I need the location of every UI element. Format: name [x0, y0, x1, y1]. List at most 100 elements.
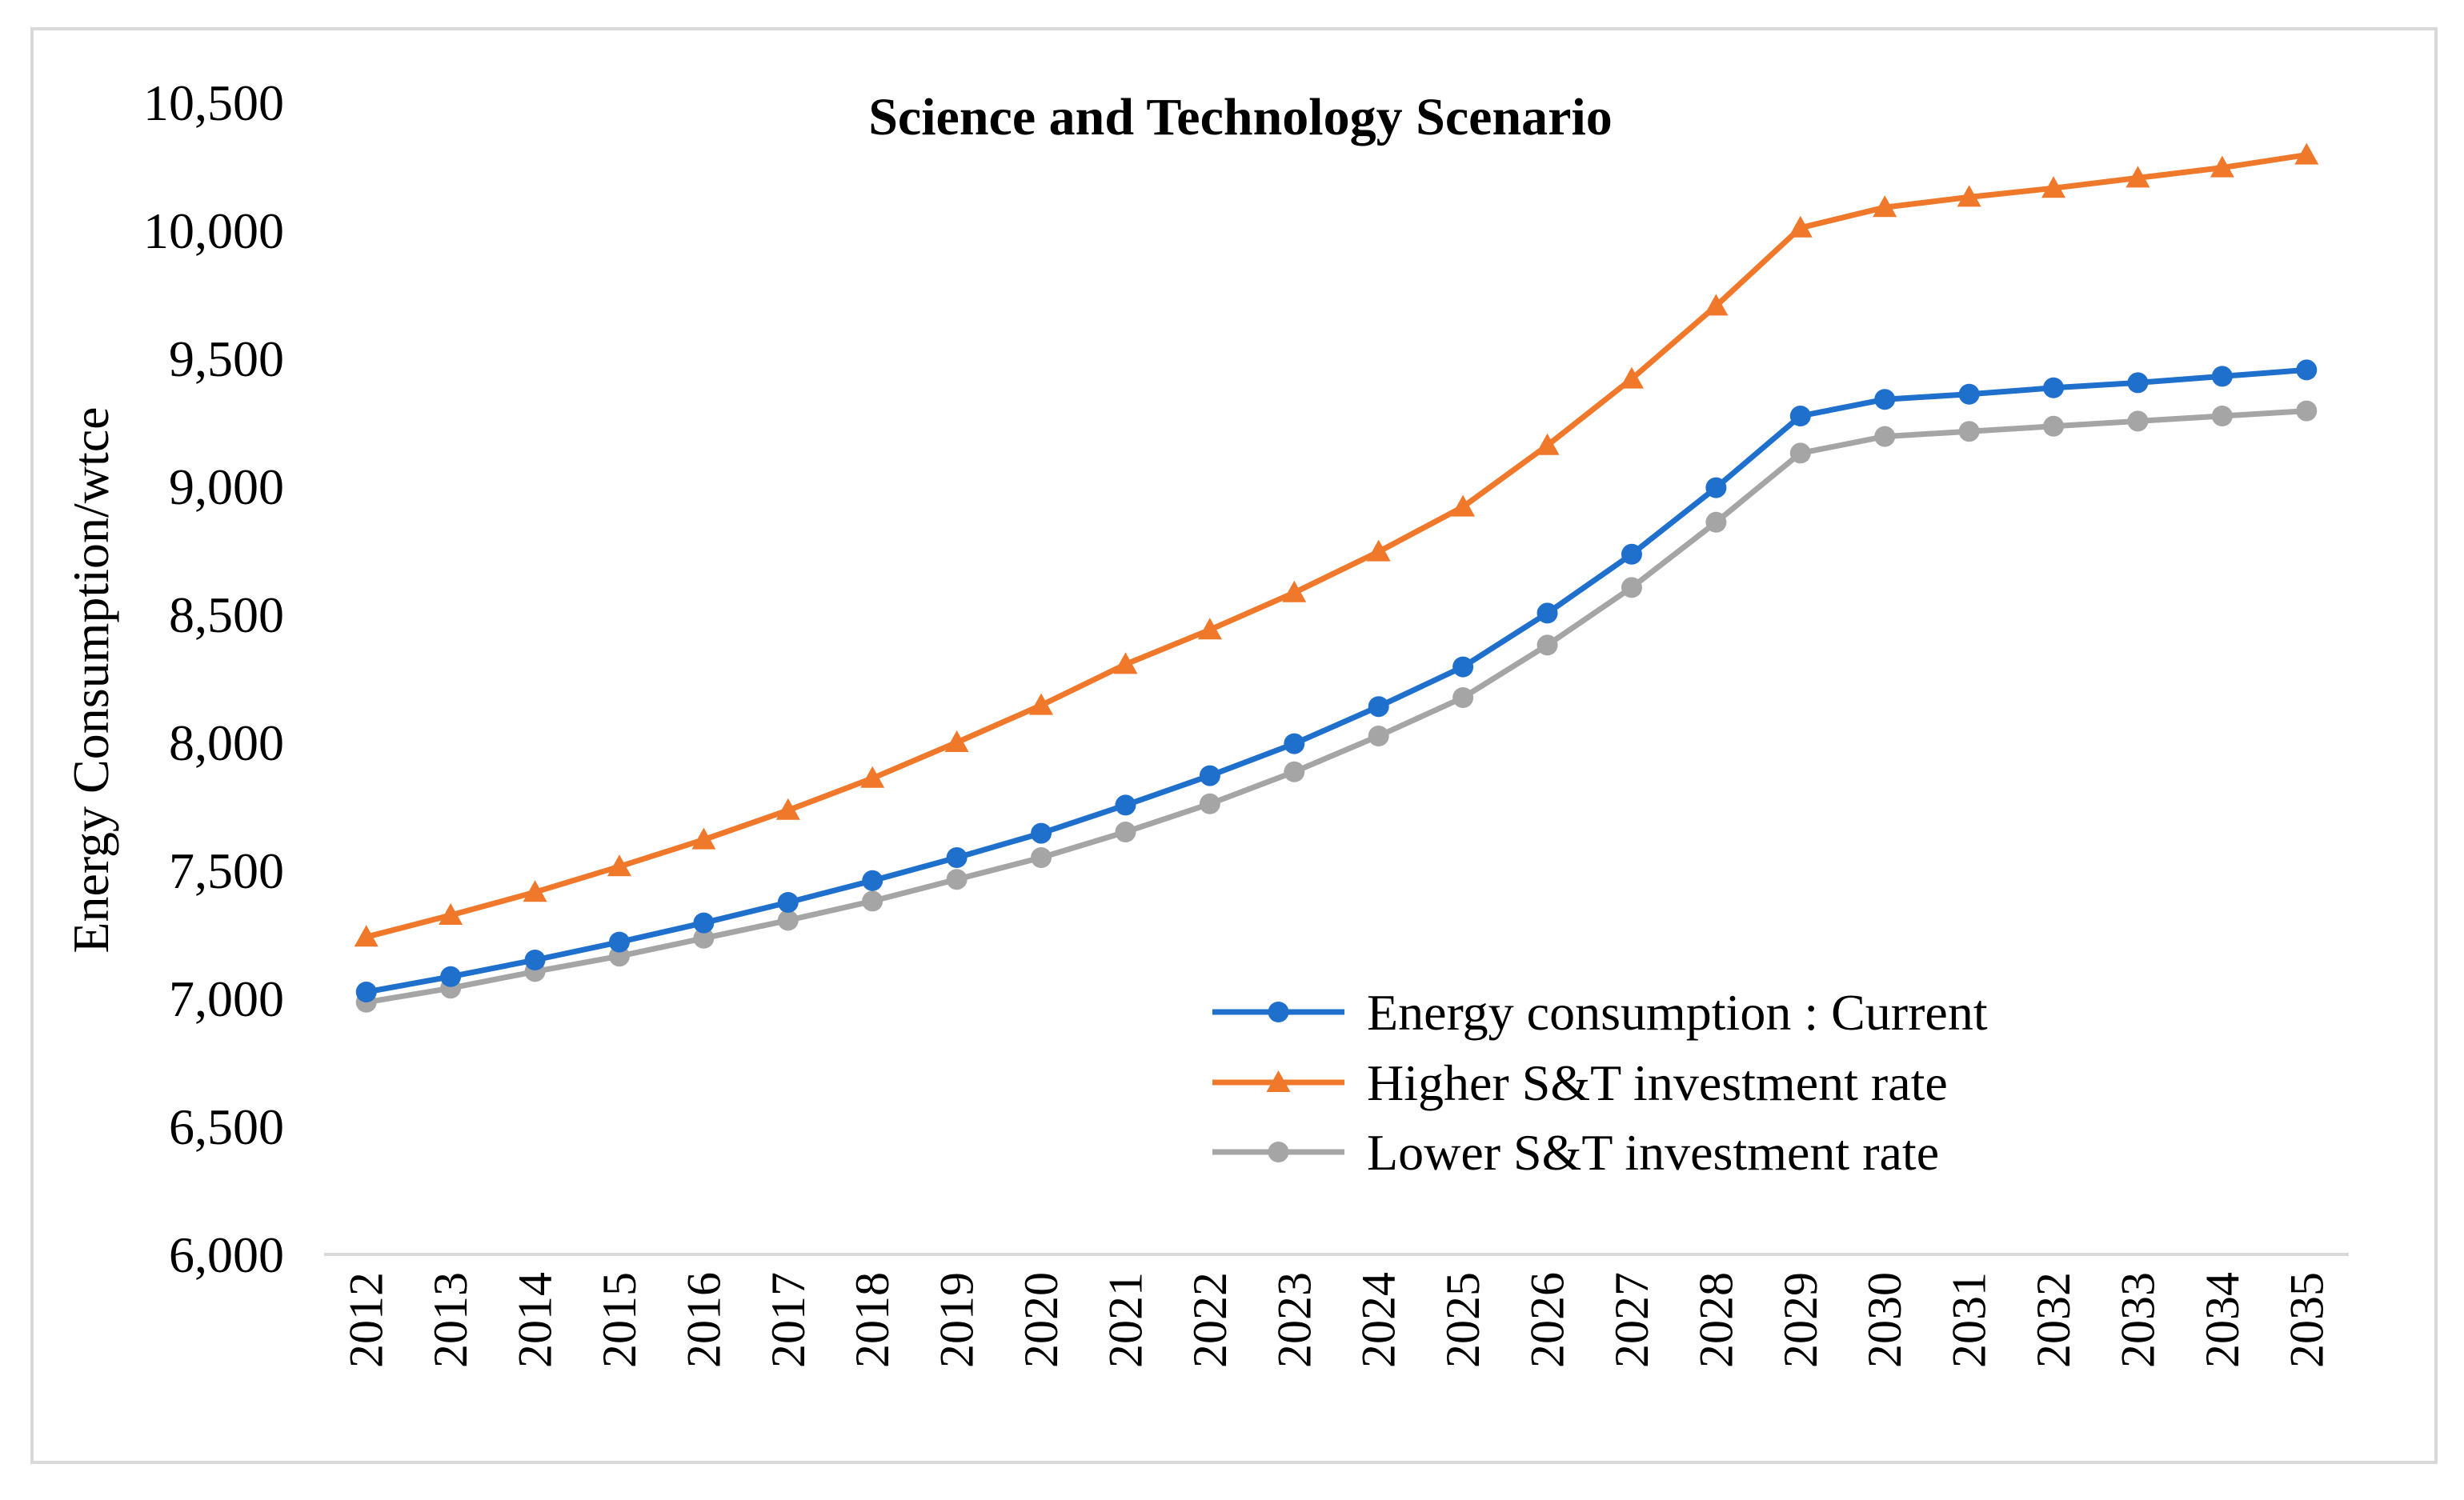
- data-point: [2296, 359, 2318, 381]
- data-point: [2210, 155, 2234, 178]
- data-point: [1957, 185, 1981, 207]
- x-tick-label: 2025: [1436, 1272, 1489, 1368]
- data-point: [440, 966, 462, 987]
- data-point: [1536, 634, 1558, 656]
- data-point: [1452, 687, 1474, 708]
- data-point: [777, 892, 799, 913]
- legend-item: Lower S&T investment rate: [1212, 1124, 1939, 1181]
- series-line: [366, 366, 2307, 995]
- data-point: [2041, 176, 2066, 198]
- data-point: [524, 950, 546, 970]
- data-point: [946, 847, 968, 868]
- legend-item: Higher S&T investment rate: [1212, 1054, 1948, 1111]
- y-axis: 6,000 6,500 7,000 7,500 8,000 8,500 9,000 9,500…: [143, 74, 284, 1283]
- chart-title: Science and Technology Scenario: [868, 88, 1613, 146]
- x-tick-label: 2026: [1521, 1272, 1574, 1368]
- y-tick-label: 6,000: [169, 1226, 284, 1283]
- data-point: [1958, 421, 1980, 442]
- series-line: [366, 408, 2307, 1006]
- data-point: [1621, 543, 1642, 565]
- x-tick-label: 2029: [1774, 1272, 1827, 1368]
- data-point: [1874, 389, 1896, 410]
- data-point: [1199, 793, 1220, 814]
- legend-label: Higher S&T investment rate: [1367, 1054, 1948, 1111]
- data-point: [2296, 400, 2318, 422]
- data-point: [1451, 494, 1476, 517]
- x-tick-label: 2013: [424, 1272, 477, 1368]
- x-axis: 2012 2013 2014 2015 2016 2017 2018 2019 2020 2021…: [340, 1272, 2334, 1368]
- legend-swatch-marker: [1266, 1070, 1291, 1092]
- data-point: [1621, 577, 1642, 598]
- y-tick-label: 9,000: [169, 458, 284, 515]
- y-axis-label: Energy Consumption/wtce: [62, 406, 119, 953]
- data-point: [2211, 406, 2233, 426]
- x-tick-label: 2021: [1099, 1272, 1152, 1368]
- x-tick-label: 2027: [1605, 1272, 1658, 1368]
- data-point: [608, 931, 630, 953]
- x-tick-label: 2016: [677, 1272, 730, 1368]
- data-point: [944, 730, 969, 752]
- data-point: [607, 854, 631, 877]
- data-point: [1366, 539, 1391, 562]
- data-point: [1284, 761, 1305, 782]
- x-tick-label: 2031: [1943, 1272, 1996, 1368]
- legend: Energy consumption : Current Higher S&T i…: [1212, 984, 1988, 1181]
- series-1: [354, 142, 2319, 947]
- data-point: [775, 798, 800, 820]
- x-tick-label: 2035: [2280, 1272, 2333, 1368]
- x-tick-label: 2020: [1015, 1272, 1068, 1368]
- y-tick-label: 8,000: [169, 714, 284, 771]
- data-point: [693, 927, 715, 949]
- data-point: [1368, 726, 1389, 746]
- y-tick-label: 7,000: [169, 970, 284, 1027]
- data-point: [1789, 406, 1811, 426]
- data-point: [693, 912, 715, 934]
- data-point: [2125, 166, 2150, 188]
- data-point: [439, 903, 463, 925]
- x-tick-label: 2015: [593, 1272, 646, 1368]
- data-point: [1197, 618, 1222, 640]
- data-point: [1115, 822, 1136, 842]
- data-point: [2294, 142, 2319, 165]
- data-point: [1788, 215, 1813, 238]
- x-tick-label: 2034: [2196, 1272, 2249, 1368]
- x-tick-label: 2023: [1268, 1272, 1320, 1368]
- data-point: [860, 766, 885, 788]
- data-point: [355, 982, 377, 1002]
- y-tick-label: 6,500: [169, 1098, 284, 1155]
- data-point: [1704, 294, 1729, 316]
- data-point: [1452, 656, 1474, 678]
- x-tick-label: 2018: [846, 1272, 899, 1368]
- data-point: [1958, 383, 1980, 405]
- data-point: [1031, 822, 1052, 844]
- y-tick-label: 9,500: [169, 330, 284, 387]
- data-point: [1536, 602, 1558, 624]
- data-point: [2127, 410, 2149, 432]
- data-point: [1031, 847, 1052, 868]
- data-point: [1705, 511, 1727, 533]
- x-tick-label: 2022: [1184, 1272, 1236, 1368]
- legend-label: Lower S&T investment rate: [1367, 1124, 1939, 1181]
- plot-area: [354, 142, 2319, 1013]
- data-point: [1535, 433, 1560, 455]
- data-point: [691, 827, 716, 850]
- x-tick-label: 2024: [1352, 1272, 1405, 1368]
- legend-swatch-marker: [1268, 1142, 1289, 1162]
- data-point: [1789, 442, 1811, 464]
- x-tick-label: 2019: [931, 1272, 984, 1368]
- data-point: [1199, 765, 1220, 786]
- x-tick-label: 2032: [2027, 1272, 2080, 1368]
- data-point: [946, 869, 968, 890]
- data-point: [2043, 377, 2065, 398]
- x-tick-label: 2030: [1858, 1272, 1911, 1368]
- data-point: [1029, 693, 1054, 715]
- legend-item: Energy consumption : Current: [1212, 984, 1988, 1041]
- data-point: [2127, 372, 2149, 394]
- y-tick-label: 8,500: [169, 586, 284, 643]
- x-tick-label: 2012: [340, 1272, 393, 1368]
- data-point: [862, 870, 883, 891]
- series-line: [365, 152, 2307, 940]
- x-tick-label: 2028: [1689, 1272, 1742, 1368]
- data-point: [1282, 580, 1307, 602]
